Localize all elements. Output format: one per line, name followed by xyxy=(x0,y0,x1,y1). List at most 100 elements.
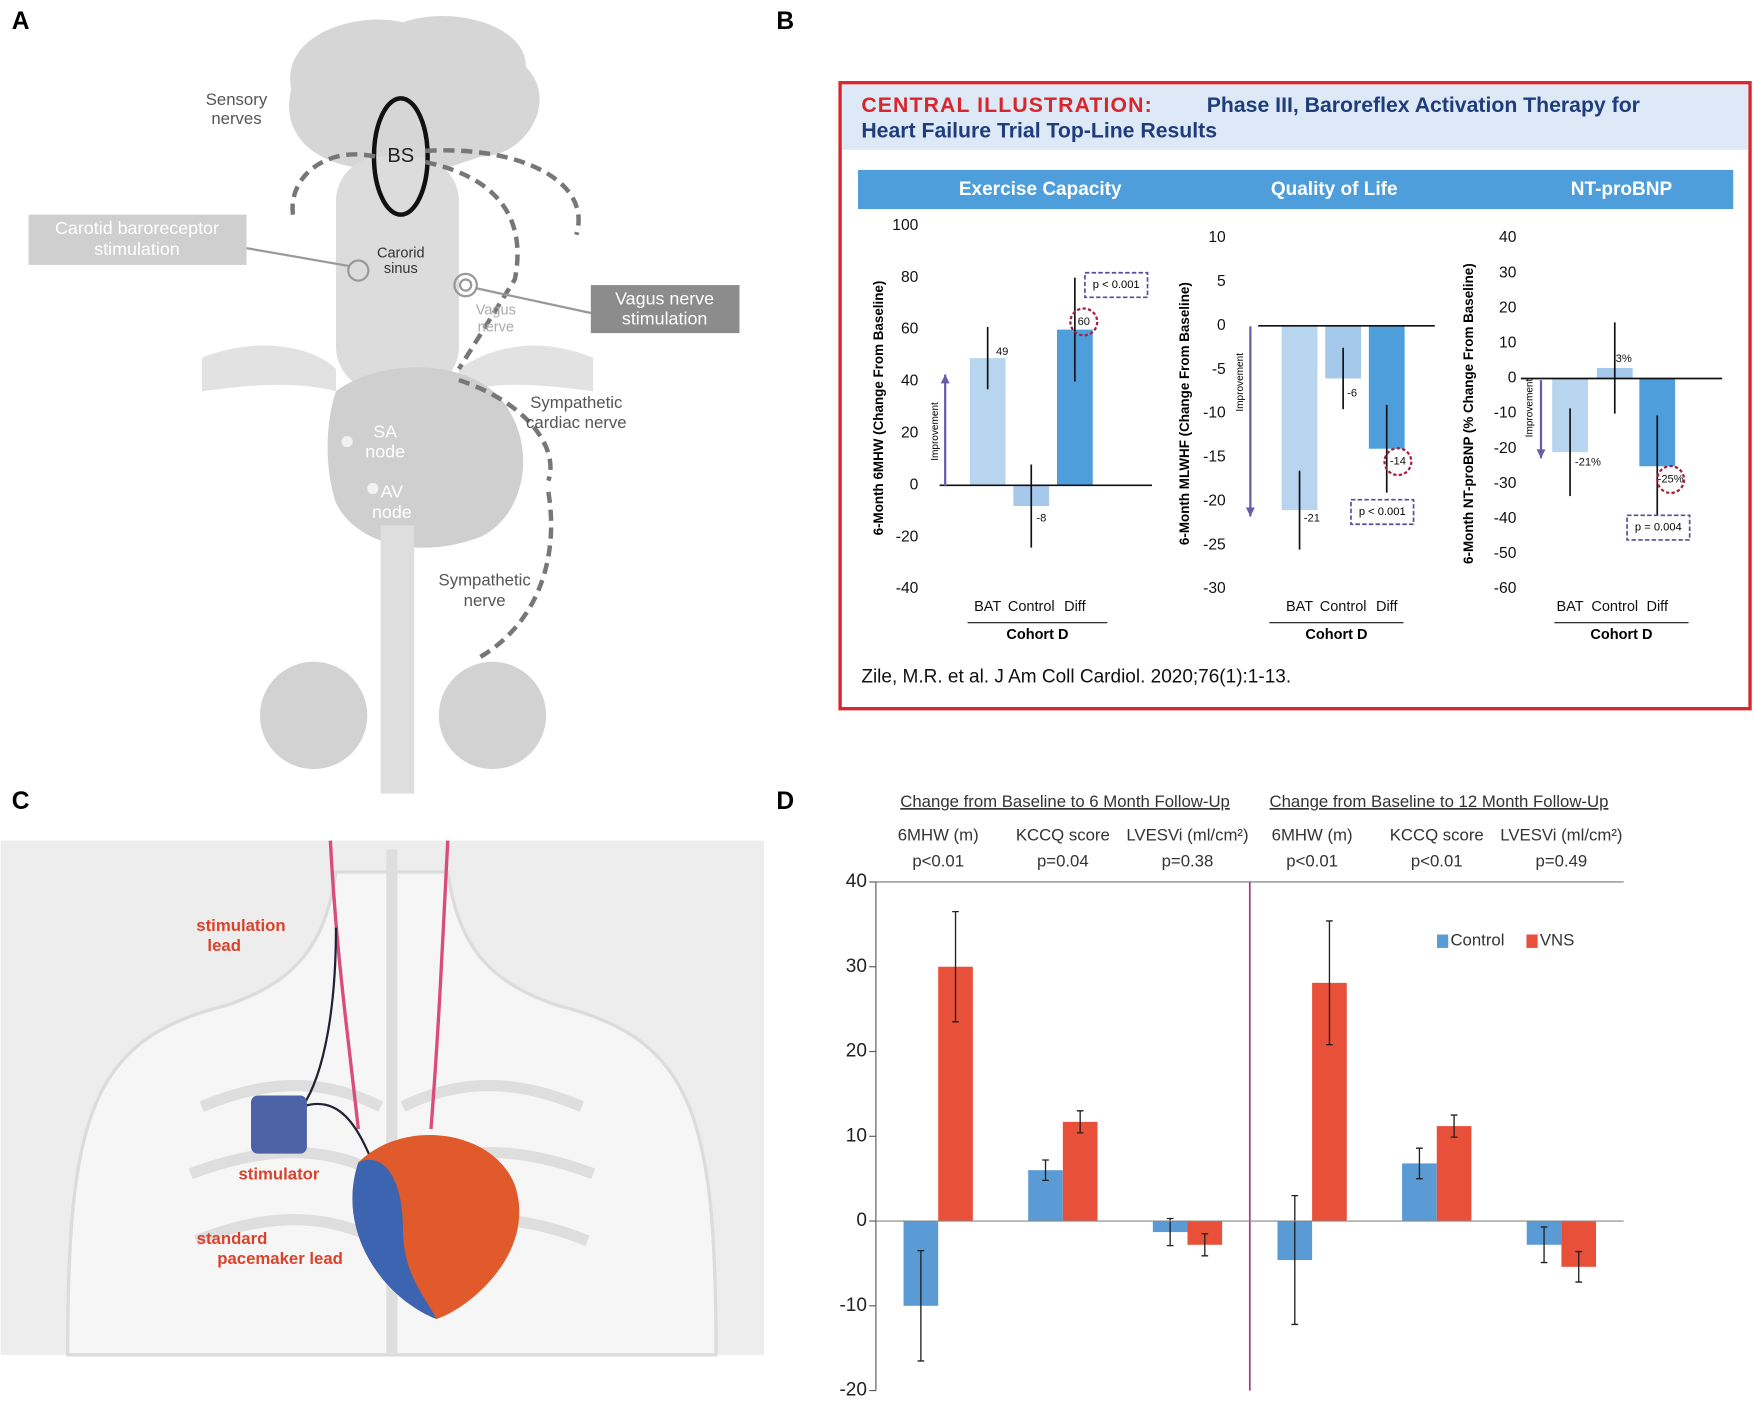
y-axis-label: 6-Month MLWHF (Change From Baseline) xyxy=(1177,282,1192,545)
y-tick-label: 0 xyxy=(856,1210,867,1231)
error-bar xyxy=(1201,1233,1209,1257)
highlight-ring xyxy=(1069,307,1099,337)
p-value: p = 0.004 xyxy=(1635,522,1682,534)
p-value-box xyxy=(1350,498,1415,526)
implant-label: standard xyxy=(197,1229,268,1248)
anatomy-label: SA xyxy=(373,421,397,441)
error-bar xyxy=(1575,1250,1583,1283)
chart-title: NT-proBNP xyxy=(1571,179,1673,200)
y-tick-label: 0 xyxy=(1508,370,1517,387)
value-label: 60 xyxy=(1078,316,1090,328)
error-bar xyxy=(1326,920,1333,1046)
value-label: -21% xyxy=(1575,457,1601,469)
error-bar xyxy=(1450,1114,1458,1138)
chart-title: Quality of Life xyxy=(1271,179,1398,200)
y-tick-label: -40 xyxy=(896,580,919,597)
category-subtitle: p=0.04 xyxy=(1037,851,1089,870)
span-title: Change from Baseline to 6 Month Follow-U… xyxy=(900,792,1230,811)
legend-label: Control xyxy=(1450,931,1504,950)
x-axis-label: Cohort D xyxy=(1006,627,1068,643)
error-bar xyxy=(1042,1159,1049,1182)
x-tick-label: BAT xyxy=(974,599,1001,615)
category-subtitle: p=0.38 xyxy=(1162,851,1214,870)
illustration-title: Phase III, Baroreflex Activation Therapy… xyxy=(1207,94,1640,117)
y-tick-label: -60 xyxy=(1494,580,1517,597)
y-tick-label: 10 xyxy=(846,1125,867,1146)
value-label: -21 xyxy=(1304,513,1320,525)
improvement-label: Improvement xyxy=(1524,378,1535,437)
anatomy-label: sinus xyxy=(384,261,418,277)
p-value-box xyxy=(1626,514,1691,541)
category-subtitle: p<0.01 xyxy=(1286,851,1338,870)
anatomy-label: Sympathetic xyxy=(530,393,622,412)
x-tick-label: Diff xyxy=(1646,599,1668,615)
x-tick-label: Control xyxy=(1591,599,1638,615)
y-tick-label: 30 xyxy=(846,956,867,977)
anatomy-label: AV xyxy=(381,482,404,502)
x-tick-label: BAT xyxy=(1286,599,1313,615)
arrow-head xyxy=(940,374,950,384)
panel-label: D xyxy=(776,788,794,815)
legend-label: VNS xyxy=(1540,931,1574,950)
highlight-ring xyxy=(1656,465,1686,495)
anatomy-label: Carotid baroreceptor xyxy=(55,218,219,238)
error-bar xyxy=(1076,1110,1084,1134)
y-tick-label: -10 xyxy=(1203,405,1226,422)
x-tick-label: Diff xyxy=(1064,599,1086,615)
anatomy-label: stimulation xyxy=(622,308,707,328)
y-tick-label: -50 xyxy=(1494,545,1517,562)
x-tick-label: Diff xyxy=(1376,599,1398,615)
error-bar xyxy=(952,910,959,1023)
y-tick-label: 80 xyxy=(901,269,919,286)
anatomy-label: nerves xyxy=(211,109,261,128)
x-tick-label: BAT xyxy=(1556,599,1583,615)
anatomy-label: nerve xyxy=(478,319,514,335)
value-label: -6 xyxy=(1347,387,1357,399)
bar xyxy=(1436,1126,1472,1222)
category-subtitle: p<0.01 xyxy=(1411,851,1463,870)
span-title: Change from Baseline to 12 Month Follow-… xyxy=(1270,792,1609,811)
error-bar xyxy=(1291,1194,1299,1326)
p-value: p < 0.001 xyxy=(1093,279,1140,291)
implant-illustration xyxy=(0,840,765,1357)
error-bar xyxy=(917,1250,925,1362)
y-tick-label: 20 xyxy=(846,1041,867,1062)
anatomy-label: node xyxy=(372,502,412,522)
legend-swatch xyxy=(1437,934,1449,948)
y-tick-label: 100 xyxy=(892,217,918,234)
y-tick-label: -20 xyxy=(839,1380,866,1401)
error-bar xyxy=(1166,1217,1174,1247)
highlight-ring xyxy=(1383,447,1413,477)
value-label: 49 xyxy=(996,346,1008,358)
value-label: 3% xyxy=(1616,353,1632,365)
anatomy-label: node xyxy=(365,441,405,461)
value-label: -8 xyxy=(1036,513,1046,525)
implant-label: stimulator xyxy=(238,1164,319,1183)
x-axis-label: Cohort D xyxy=(1305,627,1367,643)
improvement-label: Improvement xyxy=(930,402,941,461)
category-label: LVESVi (ml/cm²) xyxy=(1500,826,1622,845)
anatomy-label: cardiac nerve xyxy=(526,413,627,432)
panel-label: A xyxy=(12,8,30,35)
y-tick-label: -10 xyxy=(1494,405,1517,422)
y-tick-label: -15 xyxy=(1203,449,1226,466)
x-tick-label: Control xyxy=(1008,599,1055,615)
bar xyxy=(1187,1221,1223,1245)
anatomy-label: BS xyxy=(387,145,414,167)
illustration-label: CENTRAL ILLUSTRATION: xyxy=(861,94,1152,117)
x-tick-label: Control xyxy=(1320,599,1367,615)
y-tick-label: -10 xyxy=(839,1295,866,1316)
column-header-bar xyxy=(857,169,1734,210)
anatomy-label: Vagus xyxy=(476,303,516,319)
y-tick-label: 40 xyxy=(901,373,919,390)
y-tick-label: 0 xyxy=(1217,317,1226,334)
y-tick-label: 30 xyxy=(1499,264,1517,281)
legend-swatch xyxy=(1526,934,1538,948)
anatomy-label: Sensory xyxy=(206,90,268,109)
anatomy-label: Carorid xyxy=(377,246,425,262)
anatomy-illustration xyxy=(28,15,740,794)
category-subtitle: p=0.49 xyxy=(1536,851,1588,870)
category-subtitle: p<0.01 xyxy=(912,851,964,870)
y-tick-label: 0 xyxy=(910,476,919,493)
y-tick-label: -5 xyxy=(1212,361,1226,378)
